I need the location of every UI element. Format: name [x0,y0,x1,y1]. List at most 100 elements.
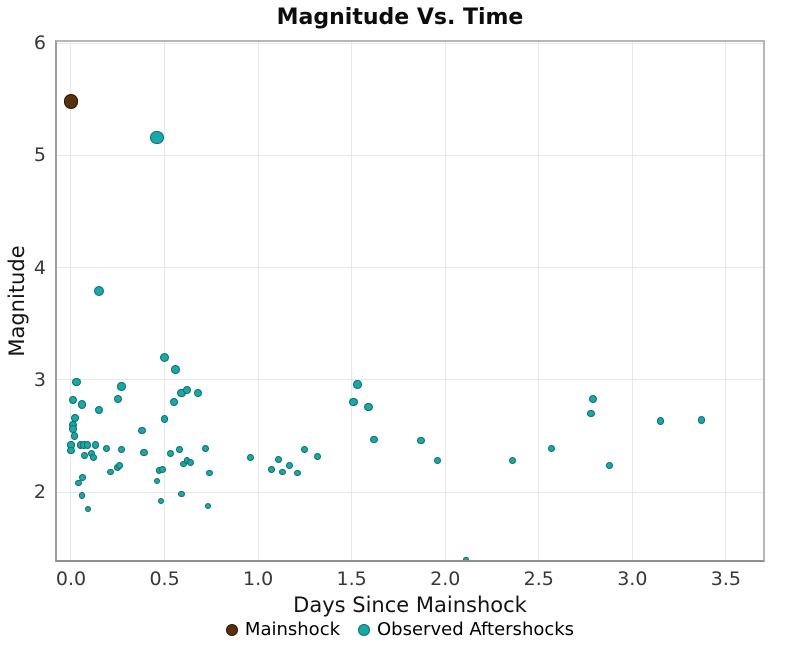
aftershock-point [84,505,91,512]
x-tick-label: 2.5 [523,568,554,590]
aftershock-point [106,468,114,476]
aftershocks-legend-dot [358,623,371,636]
vertical-gridline [351,40,353,562]
aftershock-point [509,457,517,465]
y-tick-label: 6 [33,32,46,55]
aftershock-point [113,394,122,404]
aftershock-point [548,444,556,452]
aftershock-point [587,409,596,418]
aftershock-point [78,474,86,481]
legend-item-aftershocks: Observed Aftershocks [358,619,574,640]
vertical-gridline [631,40,633,562]
aftershock-point [84,441,92,449]
aftershock-point [138,426,146,435]
aftershock-point [370,435,378,444]
aftershock-point [71,432,79,440]
aftershock-point [67,446,75,455]
aftershock-point [116,461,124,469]
aftershock-point [279,468,286,476]
aftershock-point [364,402,373,411]
legend-item-mainshock: Mainshock [225,619,341,640]
aftershock-point [175,445,184,453]
aftershock-point [275,456,283,463]
aftershock-point [417,436,425,445]
aftershock-point [160,352,170,362]
mainshock-legend-dot [225,623,238,636]
horizontal-gridline [55,267,765,269]
aftershock-point [68,395,77,405]
aftershock-point [588,394,598,404]
aftershock-point [157,497,164,505]
aftershock-point [294,469,301,477]
aftershock-point [353,380,362,389]
x-tick-label: 0.0 [55,568,87,590]
vertical-gridline [538,40,540,562]
aftershock-point [204,502,211,509]
x-tick-label: 3.0 [617,568,648,590]
mainshock-legend-label: Mainshock [244,619,341,640]
x-tick-label: 1.0 [243,568,274,590]
horizontal-gridline [55,379,765,381]
aftershock-point [202,444,210,452]
vertical-gridline [164,40,166,562]
aftershock-point [75,479,82,487]
horizontal-gridline [55,42,765,44]
y-tick-label: 5 [33,144,46,167]
aftershock-point [171,365,181,375]
aftershock-point [102,444,111,452]
horizontal-gridline [55,154,765,156]
legend: Mainshock Observed Aftershocks [0,619,800,640]
aftershock-point [91,441,99,449]
x-axis-title: Days Since Mainshock [293,593,527,617]
y-tick-label: 2 [33,481,46,504]
aftershocks-legend-label: Observed Aftershocks [377,619,575,640]
y-tick-label: 4 [33,256,46,279]
aftershock-point [140,449,148,457]
x-tick-label: 3.5 [710,568,741,590]
aftershock-point [72,377,81,387]
aftershock-point [187,459,195,467]
chart-title: Magnitude Vs. Time [276,5,524,30]
mainshock-point [63,94,79,109]
aftershock-point [80,451,88,459]
aftershock-point [314,452,322,460]
aftershock-point [159,466,167,473]
x-tick-label: 0.5 [149,568,180,590]
aftershock-point [349,398,358,407]
aftershock-point [166,450,174,458]
aftershock-point [656,417,665,426]
aftershock-point [117,382,126,391]
vertical-gridline [444,40,446,562]
aftershock-point [150,130,164,145]
aftershock-point [463,556,469,562]
aftershock-point [78,400,87,409]
aftershock-point [79,492,86,499]
aftershock-point [117,445,126,453]
aftershock-point [194,389,203,398]
aftershock-point [95,406,104,415]
aftershock-point [89,453,97,461]
x-tick-label: 2.0 [430,568,461,590]
vertical-gridline [725,40,727,562]
aftershock-point [286,461,294,469]
aftershock-point [182,385,192,395]
aftershock-point [178,491,185,498]
aftershock-point [697,416,706,425]
aftershock-point [169,398,178,407]
aftershock-point [247,453,255,461]
vertical-gridline [257,40,259,562]
aftershock-point [153,477,161,485]
vertical-gridline [70,40,72,562]
aftershock-point [267,466,275,473]
aftershock-point [301,445,309,453]
horizontal-gridline [55,491,765,493]
aftershock-point [160,415,169,424]
aftershock-point [206,469,213,477]
aftershock-point [434,457,442,465]
x-tick-label: 1.5 [336,568,367,590]
plot-panel [55,40,765,562]
y-tick-label: 3 [33,368,46,391]
aftershock-point [93,285,105,297]
aftershock-point [606,461,614,469]
